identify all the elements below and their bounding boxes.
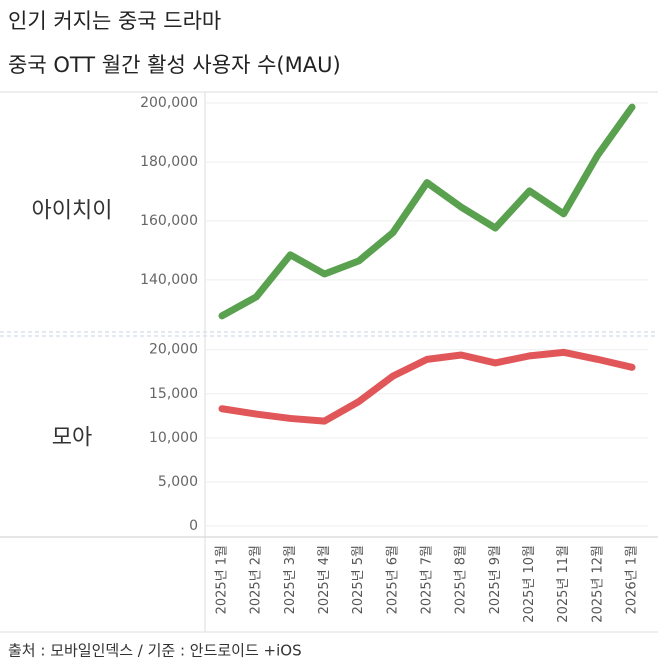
x-tick-label: 2025년 5월 <box>351 545 366 614</box>
chart-subtitle: 중국 OTT 월간 활성 사용자 수(MAU) <box>8 53 341 77</box>
data-line <box>218 103 636 320</box>
y-tick-label: 160,000 <box>140 213 198 229</box>
data-line <box>218 348 636 425</box>
y-tick-label: 180,000 <box>140 154 198 170</box>
y-tick-label: 5,000 <box>158 474 198 490</box>
panel-label: 아이치이 <box>32 199 113 224</box>
y-tick-label: 140,000 <box>140 272 198 288</box>
y-tick-label: 200,000 <box>140 95 198 111</box>
y-tick-label: 10,000 <box>149 430 198 446</box>
panel-label: 모아 <box>52 426 92 451</box>
x-tick-label: 2025년 11월 <box>556 545 571 623</box>
x-tick-label: 2025년 4월 <box>317 545 332 614</box>
x-tick-label: 2025년 2월 <box>249 545 264 614</box>
x-tick-label: 2025년 10월 <box>522 545 537 623</box>
x-tick-label: 2025년 3월 <box>283 545 298 614</box>
chart-title: 인기 커지는 중국 드라마 <box>8 9 221 33</box>
x-tick-label: 2025년 6월 <box>385 545 400 614</box>
y-tick-label: 20,000 <box>149 342 198 358</box>
x-tick-label: 2026년 1월 <box>625 545 640 614</box>
x-tick-label: 2025년 8월 <box>454 545 469 614</box>
y-tick-label: 0 <box>189 518 198 534</box>
x-tick-label: 2025년 7월 <box>420 545 435 614</box>
x-tick-label: 2025년 1월 <box>215 545 230 614</box>
x-tick-label: 2025년 9월 <box>488 545 503 614</box>
x-tick-label: 2025년 12월 <box>590 545 605 623</box>
y-tick-label: 15,000 <box>149 386 198 402</box>
source-note: 출처 : 모바일인덱스 / 기준 : 안드로이드 +iOS <box>8 642 302 660</box>
